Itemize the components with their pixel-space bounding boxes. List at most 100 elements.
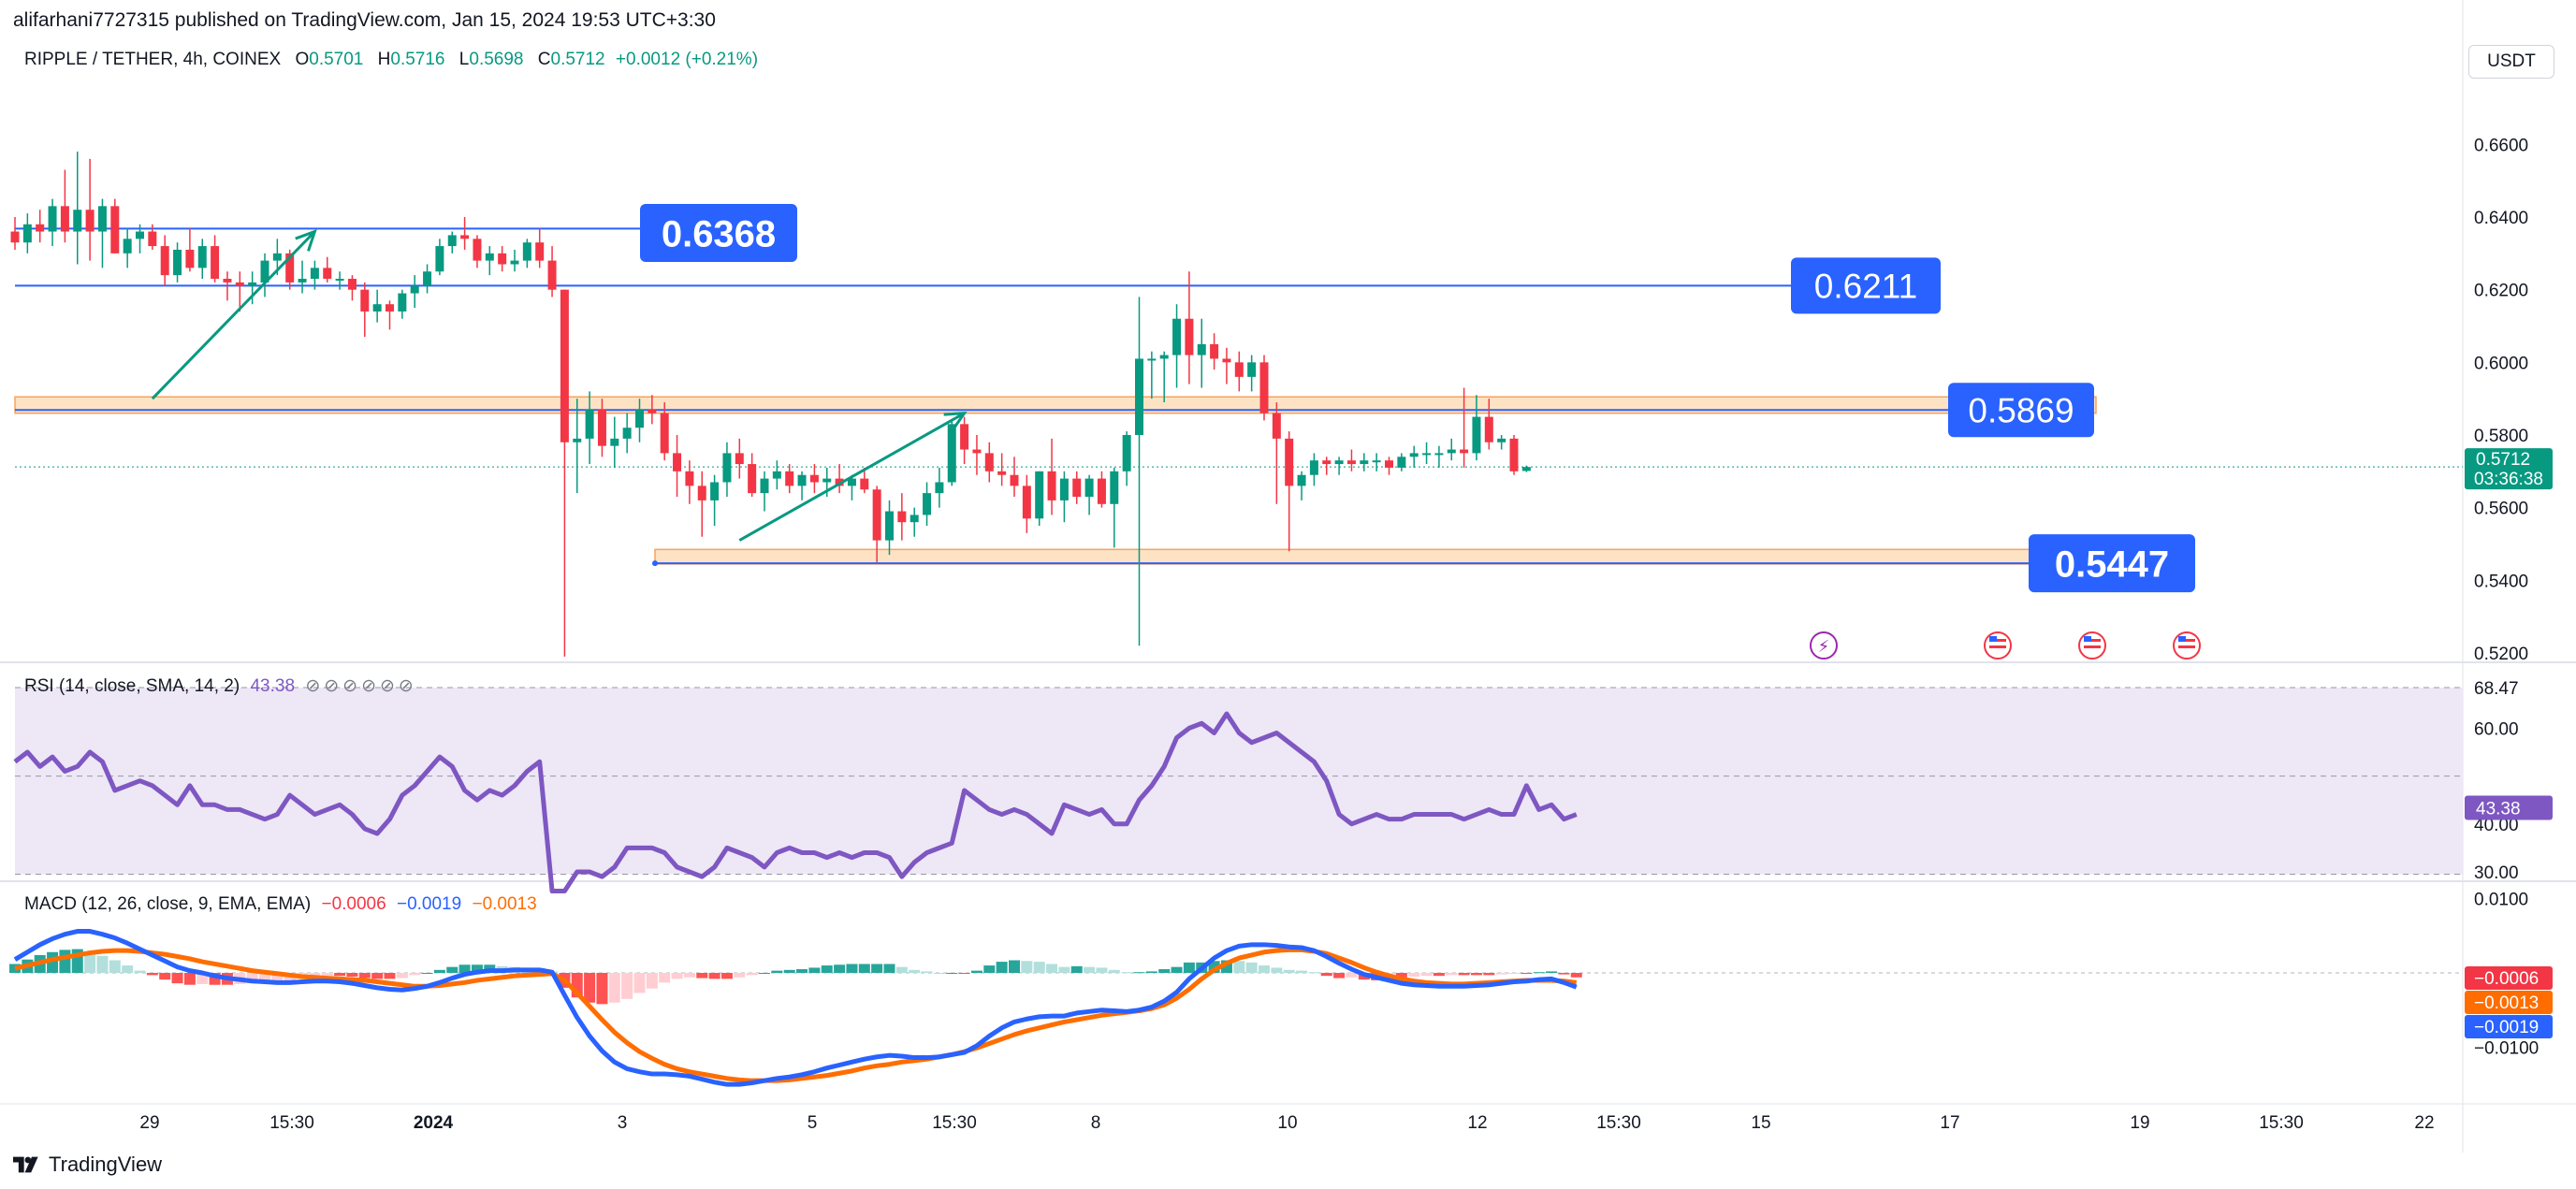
- candle-body: [211, 246, 220, 280]
- macd-histogram-bar: [759, 973, 770, 974]
- support-resistance-zone: [14, 396, 2097, 414]
- macd-histogram-bar: [309, 973, 321, 977]
- macd-signal-line: [14, 947, 1578, 1083]
- macd-histogram-bar: [1495, 973, 1507, 975]
- bar-countdown-label: 03:36:38: [2474, 470, 2543, 489]
- macd-histogram-bar: [921, 971, 933, 973]
- macd-histogram-bar: [271, 973, 284, 982]
- candle-body: [1210, 343, 1219, 359]
- candle-body: [1135, 358, 1143, 435]
- time-tick-label: 3: [618, 1113, 628, 1133]
- trend-arrow-head: [943, 412, 968, 431]
- candle-body: [160, 246, 169, 276]
- rsi-tick-label: 68.47: [2474, 679, 2519, 699]
- macd-histogram-bar: [1259, 965, 1270, 973]
- candle-body: [1197, 343, 1206, 355]
- macd-axis-label: −0.0006: [2474, 969, 2539, 989]
- candle-body: [860, 478, 869, 490]
- candle-body: [410, 285, 419, 294]
- candle-body: [1022, 486, 1031, 519]
- close-value: 0.5712: [550, 50, 605, 69]
- macd-tick-label: 0.0100: [2474, 891, 2528, 910]
- candle-body: [1222, 358, 1231, 363]
- candle-body: [423, 271, 432, 286]
- macd-axis-label: −0.0019: [2474, 1018, 2539, 1037]
- macd-histogram-bar: [259, 973, 270, 983]
- macd-histogram-bar: [433, 969, 445, 973]
- candle-body: [660, 413, 669, 454]
- candle-body: [1047, 471, 1056, 500]
- level-label-box: [640, 204, 797, 262]
- flag-stripe: [2084, 645, 2101, 648]
- change-value: +0.0012 (+0.21%): [615, 50, 759, 69]
- macd-histogram-bar: [996, 962, 1008, 973]
- macd-histogram-bar: [209, 973, 221, 985]
- time-tick-label: 8: [1091, 1113, 1101, 1133]
- candle-body: [1409, 453, 1419, 457]
- flag-stripe: [2178, 645, 2195, 648]
- candle-body: [347, 279, 357, 290]
- macd-histogram-bar: [895, 966, 908, 973]
- candle-body: [1334, 460, 1344, 465]
- macd-histogram-bar: [1458, 973, 1470, 976]
- symbol-name: RIPPLE / TETHER, 4h, COINEX: [24, 50, 282, 69]
- macd-histogram-bar: [720, 973, 733, 979]
- candle-body: [785, 471, 794, 486]
- macd-histogram-bar: [1283, 969, 1295, 973]
- macd-histogram-bar: [1009, 960, 1020, 973]
- level-label-text: 0.5869: [1968, 392, 2074, 430]
- candle-body: [473, 239, 482, 261]
- macd-histogram-bar: [909, 969, 921, 973]
- macd-histogram-bar: [71, 949, 83, 973]
- candle-body: [772, 471, 781, 479]
- candle-body: [835, 478, 844, 486]
- macd-histogram-bar: [171, 973, 183, 984]
- candle-body: [22, 224, 32, 243]
- candle-body: [984, 453, 994, 471]
- trend-arrow-head: [295, 229, 317, 252]
- macd-histogram-bar: [933, 973, 945, 974]
- candle-body: [997, 471, 1007, 475]
- candle-body: [36, 224, 45, 232]
- macd-histogram-bar: [1183, 962, 1195, 973]
- candle-body: [248, 282, 257, 286]
- macd-histogram-bar: [1470, 973, 1482, 976]
- level-anchor-dot: [652, 560, 658, 567]
- candle-body: [1147, 358, 1157, 361]
- macd-histogram-bar: [1320, 973, 1332, 977]
- candle-body: [809, 474, 819, 483]
- macd-histogram-bar: [883, 964, 895, 973]
- level-label-text: 0.6368: [662, 213, 776, 254]
- candle-body: [272, 253, 282, 261]
- candle-body: [85, 210, 95, 232]
- macd-histogram-bar: [571, 973, 583, 998]
- candle-body: [10, 231, 20, 243]
- rsi-tick-label: 40.00: [2474, 816, 2519, 835]
- candle-body: [1172, 318, 1182, 355]
- price-tick-label: 0.6000: [2474, 354, 2528, 373]
- candle-body: [285, 253, 295, 283]
- brand-name: TradingView: [49, 1153, 163, 1176]
- candle-body: [148, 231, 157, 247]
- macd-histogram-bar: [946, 973, 958, 974]
- candle-body: [1247, 362, 1257, 377]
- macd-histogram-bar: [1096, 967, 1108, 973]
- macd-histogram-bar: [559, 973, 571, 988]
- currency-button[interactable]: USDT: [2468, 45, 2554, 79]
- macd-histogram-bar: [1171, 966, 1183, 973]
- macd-histogram-bar: [1433, 973, 1445, 977]
- macd-histogram-bar: [1420, 973, 1433, 977]
- candle-body: [897, 511, 907, 523]
- macd-histogram-bar: [546, 971, 559, 973]
- tradingview-logo-icon: [13, 1156, 38, 1173]
- macd-histogram-bar: [783, 969, 795, 973]
- candle-body: [648, 409, 657, 413]
- candle-body: [910, 515, 919, 523]
- macd-histogram-bar: [746, 973, 758, 976]
- candle-body: [435, 246, 444, 272]
- macd-histogram-bar: [59, 950, 71, 973]
- time-tick-label: 15:30: [269, 1113, 314, 1133]
- candle-body: [1159, 355, 1169, 359]
- macd-axis-box: [2465, 966, 2553, 990]
